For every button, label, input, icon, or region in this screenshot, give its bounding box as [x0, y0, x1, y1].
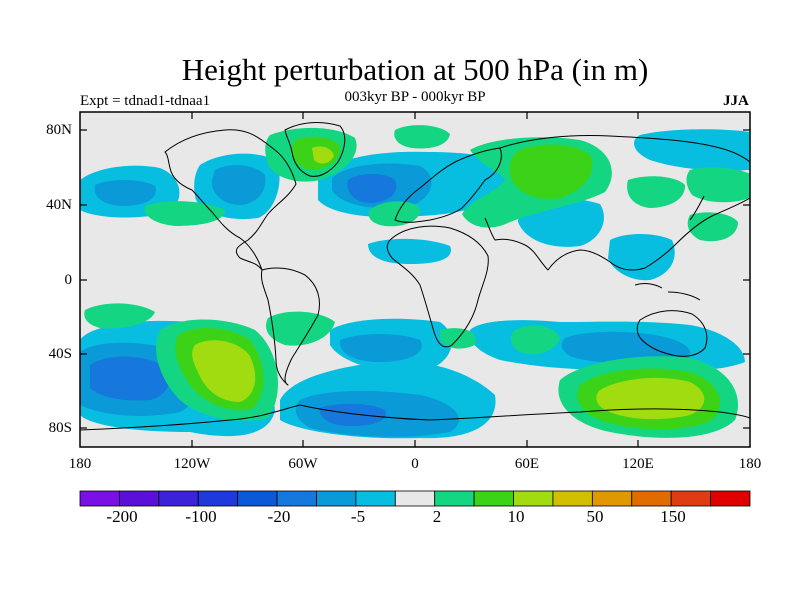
- lon-label-0: 0: [411, 456, 419, 472]
- region-pos-south-pacific-east: [84, 303, 155, 329]
- colorbar-swatch: [591, 490, 633, 507]
- region-neg-asia: [608, 234, 675, 281]
- region-pos-east-asia: [686, 167, 750, 203]
- colorbar-swatch: [473, 490, 514, 507]
- coast-south-america: [261, 267, 320, 386]
- region-pos-arctic: [394, 125, 450, 149]
- colorbar-swatch: [316, 490, 357, 507]
- colorbar-swatch: [552, 490, 593, 507]
- coast-africa: [386, 225, 489, 348]
- colorbar-swatch: [631, 490, 672, 507]
- lat-label-80n: 80N: [46, 122, 72, 138]
- coast-asia: [484, 135, 750, 271]
- colorbar-swatch: [513, 490, 554, 507]
- colorbar-label: 2: [432, 507, 442, 526]
- core-neg-south-atlantic-strong: [319, 403, 386, 426]
- region-neg-tropics: [368, 238, 451, 264]
- colorbar-label: -5: [350, 507, 366, 526]
- chart-subtitle: 003kyr BP - 000kyr BP: [344, 89, 486, 105]
- coastlines: [80, 122, 750, 431]
- coast-australia: [636, 310, 708, 357]
- core-neg-indian-mid: [561, 331, 691, 364]
- colorbar-swatch: [276, 490, 317, 507]
- lat-label-40n: 40N: [46, 197, 72, 213]
- lon-label-120w: 120W: [173, 456, 211, 472]
- core-neg-north-atlantic-strong: [347, 174, 397, 203]
- lon-label-120e: 120E: [622, 456, 654, 472]
- core-neg-north-pacific-mid: [94, 179, 156, 206]
- colorbar-label: 50: [586, 507, 604, 526]
- lon-label-60e: 60E: [514, 456, 540, 472]
- coast-indonesia: [634, 283, 701, 301]
- region-pos-pacific-tropics: [687, 212, 738, 242]
- coast-japan: [689, 195, 705, 221]
- colorbar-swatch: [158, 490, 199, 507]
- colorbar-label: -200: [106, 507, 138, 526]
- coast-europe: [394, 147, 502, 223]
- colorbar-label: 10: [507, 507, 525, 526]
- region-pos-south-atlantic: [265, 311, 335, 346]
- coast-north-america: [164, 129, 297, 271]
- coast-antarctica: [80, 404, 750, 431]
- colorbar-swatch: [119, 490, 160, 507]
- experiment-label: Expt = tdnad1-tdnaa1: [80, 93, 211, 109]
- lat-label-80s: 80S: [48, 420, 72, 436]
- lon-label-180w: 180: [68, 456, 92, 472]
- colorbar-label: -20: [267, 507, 291, 526]
- core-neg-north-america-mid: [211, 165, 266, 205]
- lon-label-60w: 60W: [288, 456, 318, 472]
- colorbar: [79, 490, 751, 507]
- colorbar-swatch: [79, 490, 120, 507]
- colorbar-swatch: [197, 490, 239, 507]
- lon-label-180e: 180: [738, 456, 762, 472]
- colorbar-swatch: [710, 490, 751, 507]
- colorbar-label: 150: [660, 507, 686, 526]
- negative-anomaly-strong: [90, 174, 397, 426]
- season-label: JJA: [723, 93, 749, 109]
- lat-label-40s: 40S: [48, 346, 72, 362]
- colorbar-swatch: [237, 490, 278, 507]
- colorbar-swatch: [394, 490, 436, 507]
- colorbar-swatch: [355, 490, 396, 507]
- region-pos-middle-east: [368, 201, 421, 227]
- colorbar-swatch: [434, 490, 475, 507]
- core-pos-south-pacific-strong: [192, 340, 256, 402]
- core-neg-south-atlantic-small: [339, 334, 422, 362]
- core-neg-south-pacific-strong: [90, 356, 169, 401]
- coast-greenland: [284, 122, 346, 177]
- chart-title: Height perturbation at 500 hPa (in m): [181, 52, 649, 87]
- region-pos-indian: [510, 325, 560, 355]
- core-pos-greenland-strong: [312, 146, 334, 164]
- colorbar-label: -100: [185, 507, 217, 526]
- region-pos-north-pacific: [144, 201, 225, 226]
- lat-label-0: 0: [64, 272, 73, 288]
- region-pos-siberia: [627, 176, 686, 208]
- core-pos-eurasia-mid: [509, 144, 593, 199]
- axis-ticks: [80, 112, 750, 447]
- map-area: [80, 112, 750, 447]
- colorbar-swatch: [670, 490, 711, 507]
